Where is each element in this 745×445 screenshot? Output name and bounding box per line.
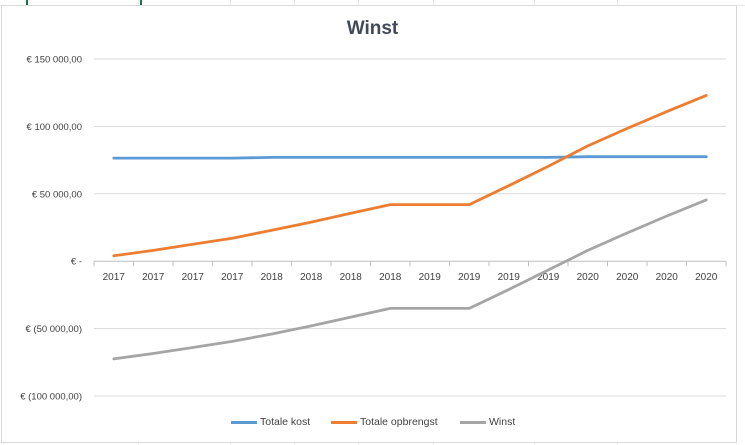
y-tick-label: € 50 000,00 <box>32 189 82 200</box>
x-tick-label: 2019 <box>458 272 481 283</box>
x-tick-label: 2020 <box>616 272 639 283</box>
x-tick-label: 2017 <box>182 272 205 283</box>
y-tick-label: € 100 000,00 <box>27 122 82 133</box>
chart-title: Winst <box>346 18 399 39</box>
x-tick-label: 2017 <box>221 272 244 283</box>
legend-item[interactable]: Totale opbrengst <box>331 416 438 428</box>
legend-label: Winst <box>489 416 516 428</box>
x-tick-label: 2018 <box>300 272 323 283</box>
series-line <box>112 94 708 258</box>
chart-area[interactable] <box>1 5 737 443</box>
legend-item[interactable]: Winst <box>460 416 515 428</box>
x-tick-label: 2020 <box>695 272 718 283</box>
y-tick-label: € (100 000,00) <box>20 392 82 403</box>
x-tick-label: 2020 <box>656 272 679 283</box>
x-tick-label: 2017 <box>142 272 165 283</box>
y-tick-label: € (50 000,00) <box>25 324 82 335</box>
x-tick-label: 2018 <box>379 272 402 283</box>
series-line <box>112 155 708 160</box>
y-tick-label: € - <box>71 257 82 268</box>
x-tick-label: 2020 <box>577 272 600 283</box>
x-tick-label: 2019 <box>498 272 521 283</box>
legend-label: Totale kost <box>260 416 311 428</box>
x-tick-label: 2017 <box>103 272 126 283</box>
x-tick-label: 2018 <box>261 272 284 283</box>
legend-item[interactable]: Totale kost <box>231 416 310 428</box>
legend-swatch <box>331 420 357 424</box>
legend-swatch <box>231 420 257 424</box>
chart-legend[interactable]: Totale kost Totale opbrengst Winst <box>0 416 745 432</box>
x-tick-label: 2019 <box>419 272 442 283</box>
x-tick-label: 2018 <box>340 272 363 283</box>
series-line <box>112 198 708 361</box>
legend-label: Totale opbrengst <box>360 416 438 428</box>
y-tick-label: € 150 000,00 <box>27 55 82 66</box>
legend-swatch <box>460 420 486 424</box>
x-tick-label: 2019 <box>537 272 560 283</box>
